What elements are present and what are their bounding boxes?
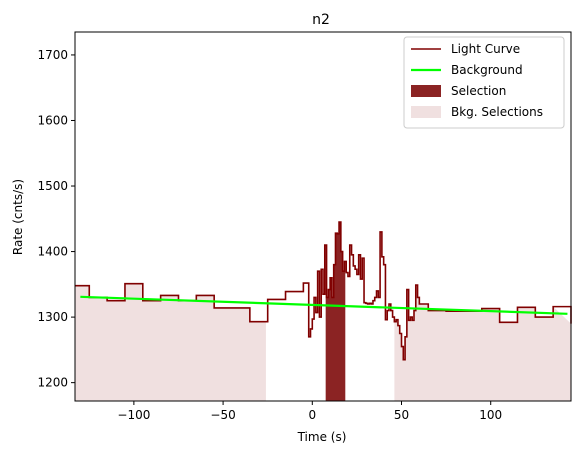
legend-box: [403, 36, 565, 129]
x-axis-ticks: −100 −50 0 50 100: [117, 401, 502, 422]
y-tick-label: 1700: [37, 48, 68, 62]
legend: Light Curve Background Selection Bkg. Selec…: [403, 36, 565, 129]
y-tick-label: 1600: [37, 113, 68, 127]
chart-title: n2: [312, 12, 330, 28]
y-tick-label: 1200: [37, 376, 68, 390]
selection-region: [325, 222, 346, 401]
plot-area: [75, 221, 572, 401]
x-tick-label: 0: [308, 408, 316, 422]
legend-label-bkg-selections: Bkg. Selections: [451, 105, 543, 119]
plot-frame: [74, 31, 572, 402]
y-axis-label: Rate (cnts/s): [11, 179, 25, 255]
x-tick-label: −100: [117, 408, 150, 422]
legend-label-selection: Selection: [451, 84, 506, 98]
light-curve-line: [75, 221, 572, 361]
background-line: [80, 295, 568, 315]
bkg-selection-region-1: [75, 283, 266, 401]
legend-swatch-selection: [411, 85, 441, 97]
x-axis-label: Time (s): [297, 430, 347, 444]
x-tick-label: 100: [479, 408, 502, 422]
y-axis-ticks: 1200 1300 1400 1500 1600 1700: [37, 48, 75, 390]
bkg-selection-region-2: [394, 284, 571, 401]
x-tick-label: 50: [394, 408, 409, 422]
x-tick-label: −50: [210, 408, 235, 422]
y-tick-label: 1300: [37, 310, 68, 324]
legend-swatch-bkg-selections: [411, 106, 441, 118]
legend-label-light-curve: Light Curve: [451, 42, 520, 56]
legend-label-background: Background: [451, 63, 523, 77]
y-tick-label: 1500: [37, 179, 68, 193]
y-tick-label: 1400: [37, 245, 68, 259]
